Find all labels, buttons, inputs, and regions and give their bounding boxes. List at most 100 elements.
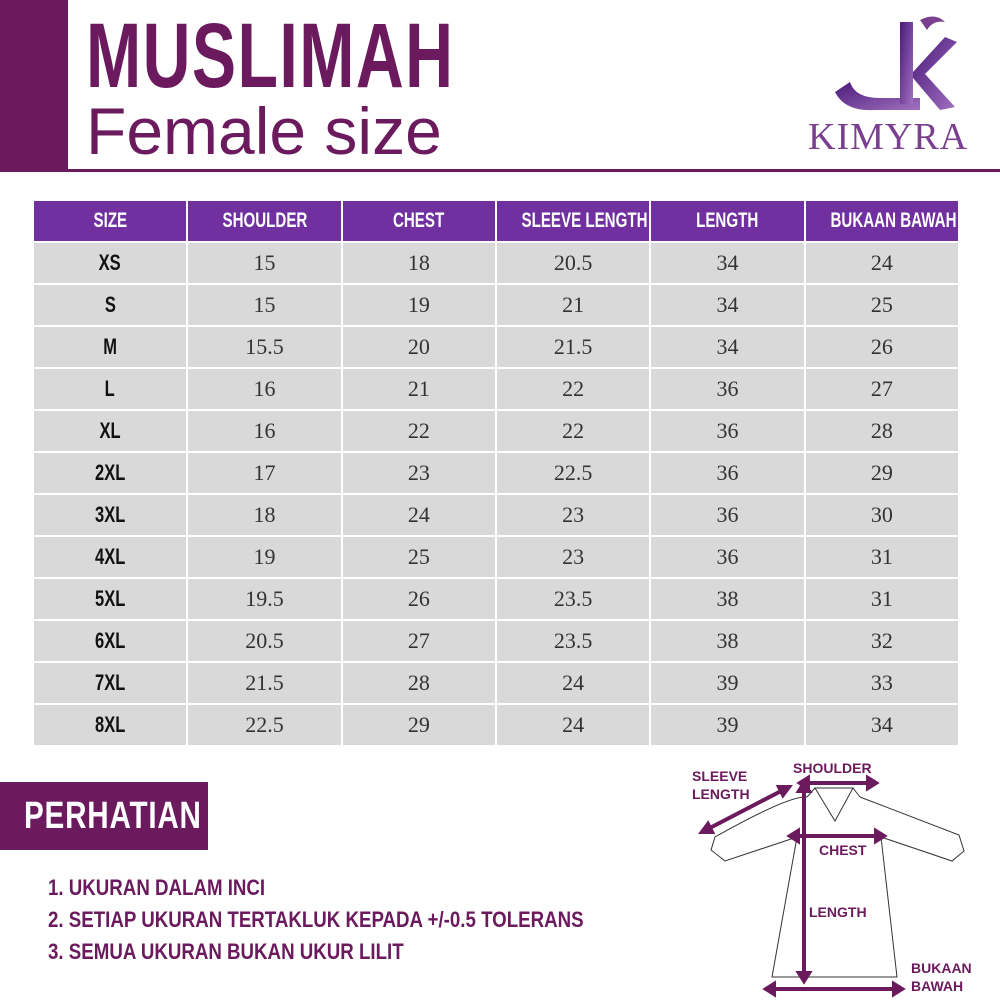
value-cell: 31 xyxy=(803,577,961,621)
value-cell: 30 xyxy=(803,493,961,537)
value-cell: 22.5 xyxy=(494,451,652,495)
table-row: 6XL 20.5 27 23.5 38 32 xyxy=(31,619,961,663)
size-cell: L xyxy=(31,367,189,411)
value-cell: 26 xyxy=(340,577,497,621)
table-body: XS 15 18 20.5 34 24 S 15 19 21 34 25 M 15.5 20 21.5 34 26… xyxy=(31,241,961,747)
size-cell: 5XL xyxy=(31,577,189,621)
column-header-text: SIZE xyxy=(93,209,127,232)
table-row: 8XL 22.5 29 24 39 34 xyxy=(31,703,961,747)
value-cell: 20 xyxy=(340,325,497,369)
value-cell: 22 xyxy=(494,409,652,453)
value-cell: 33 xyxy=(803,661,961,705)
notice-list: 1. UKURAN DALAM INCI 2. SETIAP UKURAN TE… xyxy=(48,872,678,968)
column-header-text: SHOULDER xyxy=(222,209,307,232)
garment-measurement-diagram: SLEEVE LENGTH SHOULDER CHEST LENGTH BUKA… xyxy=(692,760,972,998)
value-cell: 23.5 xyxy=(494,619,652,663)
size-label: 6XL xyxy=(95,628,126,653)
value-cell: 24 xyxy=(340,493,497,537)
value-cell: 21 xyxy=(494,283,652,327)
label-sleeve-length: LENGTH xyxy=(692,786,750,802)
value-cell: 36 xyxy=(649,367,806,411)
table-row: 7XL 21.5 28 24 39 33 xyxy=(31,661,961,705)
size-table: SIZE SHOULDER CHEST SLEEVE LENGTH LENGTH BUKA… xyxy=(31,199,961,747)
column-header-text: SLEEVE LENGTH xyxy=(521,209,648,232)
value-cell: 22 xyxy=(494,367,652,411)
column-header: SHOULDER xyxy=(186,199,343,243)
table-row: XL 16 22 22 36 28 xyxy=(31,409,961,453)
value-cell: 36 xyxy=(649,409,806,453)
notice-item: 1. UKURAN DALAM INCI xyxy=(48,875,266,900)
column-header: BUKAAN BAWAH xyxy=(803,199,961,243)
brand-name: KIMYRA xyxy=(808,116,969,158)
value-cell: 25 xyxy=(803,283,961,327)
value-cell: 27 xyxy=(803,367,961,411)
table-header-row: SIZE SHOULDER CHEST SLEEVE LENGTH LENGTH BUKA… xyxy=(31,199,961,243)
value-cell: 36 xyxy=(649,451,806,495)
value-cell: 24 xyxy=(803,241,961,285)
table-row: M 15.5 20 21.5 34 26 xyxy=(31,325,961,369)
size-cell: S xyxy=(31,283,189,327)
size-label: 2XL xyxy=(95,460,126,485)
value-cell: 36 xyxy=(649,493,806,537)
value-cell: 19 xyxy=(186,535,343,579)
label-chest: CHEST xyxy=(819,842,867,858)
size-label: 4XL xyxy=(95,544,126,569)
diagram-labels: SLEEVE LENGTH SHOULDER CHEST LENGTH BUKA… xyxy=(692,760,972,994)
value-cell: 23.5 xyxy=(494,577,652,621)
column-header-text: LENGTH xyxy=(696,209,759,232)
size-cell: 2XL xyxy=(31,451,189,495)
value-cell: 27 xyxy=(340,619,497,663)
table-row: S 15 19 21 34 25 xyxy=(31,283,961,327)
value-cell: 29 xyxy=(340,703,497,747)
header-accent-bar xyxy=(0,0,68,172)
value-cell: 32 xyxy=(803,619,961,663)
value-cell: 38 xyxy=(649,577,806,621)
value-cell: 20.5 xyxy=(186,619,343,663)
table-row: 4XL 19 25 23 36 31 xyxy=(31,535,961,579)
value-cell: 26 xyxy=(803,325,961,369)
size-cell: XS xyxy=(31,241,189,285)
value-cell: 22 xyxy=(340,409,497,453)
value-cell: 39 xyxy=(649,703,806,747)
size-cell: XL xyxy=(31,409,189,453)
value-cell: 16 xyxy=(186,367,343,411)
table-row: 3XL 18 24 23 36 30 xyxy=(31,493,961,537)
size-label: S xyxy=(104,292,116,317)
value-cell: 31 xyxy=(803,535,961,579)
size-label: 5XL xyxy=(95,586,126,611)
size-label: 7XL xyxy=(95,670,126,695)
label-shoulder: SHOULDER xyxy=(793,760,872,776)
value-cell: 34 xyxy=(649,241,806,285)
size-label: M xyxy=(103,334,118,359)
measurement-arrows xyxy=(698,774,906,998)
column-header-text: BUKAAN BAWAH xyxy=(830,209,957,232)
value-cell: 21 xyxy=(340,367,497,411)
column-header: LENGTH xyxy=(649,199,806,243)
label-length: LENGTH xyxy=(809,904,867,920)
size-label: XL xyxy=(99,418,121,443)
value-cell: 23 xyxy=(494,535,652,579)
table-row: 2XL 17 23 22.5 36 29 xyxy=(31,451,961,495)
column-header: SLEEVE LENGTH xyxy=(494,199,652,243)
value-cell: 28 xyxy=(803,409,961,453)
value-cell: 22.5 xyxy=(186,703,343,747)
value-cell: 23 xyxy=(494,493,652,537)
notice-title-text: PERHATIAN xyxy=(24,795,202,837)
label-sleeve: SLEEVE xyxy=(692,768,747,784)
value-cell: 16 xyxy=(186,409,343,453)
table-row: 5XL 19.5 26 23.5 38 31 xyxy=(31,577,961,621)
value-cell: 21.5 xyxy=(186,661,343,705)
value-cell: 34 xyxy=(649,325,806,369)
value-cell: 38 xyxy=(649,619,806,663)
value-cell: 17 xyxy=(186,451,343,495)
table-row: L 16 21 22 36 27 xyxy=(31,367,961,411)
value-cell: 28 xyxy=(340,661,497,705)
value-cell: 24 xyxy=(494,661,652,705)
value-cell: 15.5 xyxy=(186,325,343,369)
size-label: L xyxy=(105,376,116,401)
size-label: XS xyxy=(99,250,122,275)
label-bawah: BAWAH xyxy=(911,978,963,994)
size-cell: 8XL xyxy=(31,703,189,747)
table-row: XS 15 18 20.5 34 24 xyxy=(31,241,961,285)
value-cell: 21.5 xyxy=(494,325,652,369)
